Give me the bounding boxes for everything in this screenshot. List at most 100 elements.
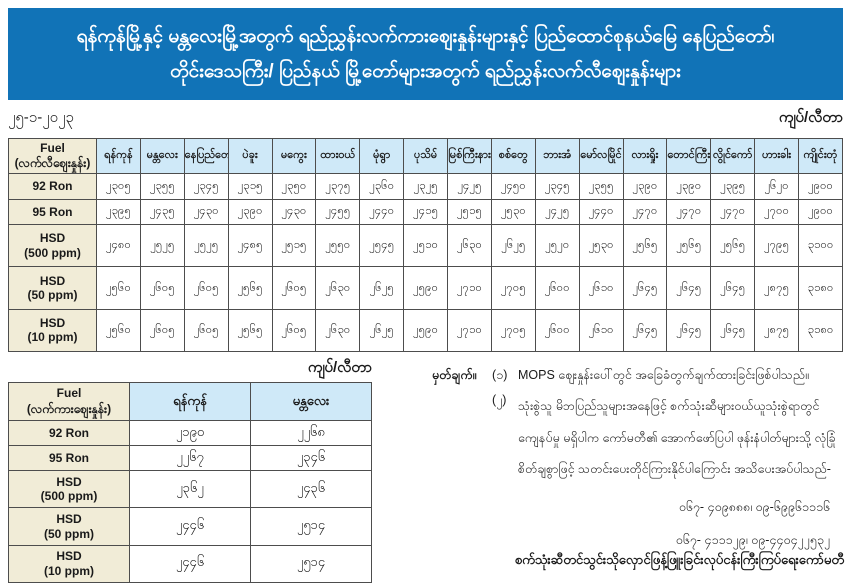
price-cell: ၂၄၈၅ (227, 224, 273, 268)
fuel-row-label: HSD (10 ppm) (8, 308, 97, 353)
price-cell: ၂၄၇၀ (622, 198, 668, 226)
price-cell: ၂၅၄၅ (359, 224, 405, 268)
price-cell: ၂၃၁၅ (227, 173, 273, 200)
wholesale-price-table: Fuel (လက်ကားဈေးနှုန်း) ရန်ကုန် မန္တလေး 92 Ro… (8, 381, 372, 584)
phone-line-1: ၀၆၇- ၄၀၉၈၈၈၊ ၀၉-၆၉၉၆၁၁၁၆ (678, 500, 830, 515)
price-cell: ၂၄၂၅ (447, 173, 492, 200)
city-column-header: လားရှိုး (622, 138, 668, 174)
note-1-number: (၁) (492, 368, 508, 382)
city-column-header: မြစ်ကြီးနား (447, 138, 492, 174)
price-cell: ၂၃၄၅ (183, 173, 229, 200)
price-cell: ၂၆၄၅ (710, 266, 756, 310)
fuel-row-label: 95 Ron (8, 198, 97, 226)
price-cell: ၂၆၀၅ (139, 266, 185, 310)
price-cell: ၂၄၄၆ (129, 507, 251, 546)
fuel-row-label: HSD (500 ppm) (8, 224, 97, 268)
fuel-price-row: HSD (10 ppm) ၂၅၆၀ ၂၆၀၅ ၂၆၀၅ ၂၅၆၅ ၂၆၀၅ ၂၆၃၀ ၂၆၂၅၂… (8, 308, 843, 353)
price-cell: ၂၃၅၀ (271, 173, 317, 200)
city-column-header: မကွေး (271, 138, 317, 174)
committee-name: စက်သုံးဆီတင်သွင်းသိုလှောင်ဖြန့်ဖြူးခြင်း… (514, 552, 844, 567)
price-cell: ၂၄၃၆ (250, 470, 372, 509)
city-column-header: ပုသိမ် (403, 138, 448, 174)
price-cell: ၂၄၄၀ (578, 198, 624, 226)
fuel-price-row: 95 Ron ၂၃၉၅ ၂၄၃၅ ၂၄၃၀ ၂၃၉၀ ၂၄၃၀ ၂၄၅၅ ၂၄၄၀ ၂၄၁၅ ၂၅… (8, 198, 843, 226)
title-line-1: ရန်ကုန်မြို့နှင့် မန္တလေးမြို့အတွက် ရည်ည… (76, 25, 775, 47)
fuel-grade: (10 ppm) (27, 330, 78, 345)
city-column-header: ကျိုင်းတုံ (798, 138, 843, 174)
fuel-row-label: 92 Ron (8, 420, 130, 447)
note-label: မှတ်ချက်။ (432, 368, 477, 382)
fuel-price-row: 92 Ron ၂၁၉၀ ၂၂၆၈ (8, 420, 372, 447)
price-cell: ၂၉၀၀ (798, 173, 843, 200)
price-cell: ၂၆၄၅ (622, 266, 668, 310)
price-cell: ၂၈၇၅ (754, 308, 799, 353)
retail-price-table: Fuel (လက်လီဈေးနှုန်း) ရန်ကုန် မန္တလေး နေပြည်… (8, 138, 843, 353)
header-row: Fuel (လက်လီဈေးနှုန်း) ရန်ကုန် မန္တလေး နေပြည်… (8, 138, 843, 174)
table-body: 92 Ron ၂၃၀၅ ၂၃၅၅ ၂၃၄၅ ၂၃၁၅ ၂၃၅၀ ၂၃၇၅ ၂၃၆၀ ၂၃၂၅ ၂၄… (8, 173, 843, 353)
price-cell: ၂၅၂၀ (534, 224, 580, 268)
price-cell: ၂၃၄၆ (250, 445, 372, 472)
price-cell: ၂၅၁၄ (250, 544, 372, 584)
price-cell: ၂၄၇၀ (666, 198, 712, 226)
price-cell: ၂၅၂၅ (139, 224, 185, 268)
price-cell: ၂၄၇၀ (710, 198, 756, 226)
price-cell: ၂၃၉၅ (710, 173, 756, 200)
city-column-header: နေပြည်တော် (183, 138, 229, 174)
price-cell: ၂၆၂၅ (359, 308, 405, 353)
price-cell: ၂၃၉၅ (96, 198, 141, 226)
price-cell: ၂၆၀၅ (183, 308, 229, 353)
price-cell: ၂၄၅၅ (315, 198, 361, 226)
date-label: ၂၅-၁-၂၀၂၃ (8, 109, 74, 126)
price-cell: ၂၅၁၄ (250, 507, 372, 546)
price-cell: ၂၆၀၅ (183, 266, 229, 310)
price-cell: ၂၁၉၀ (129, 420, 251, 447)
fuel-name: HSD (39, 273, 66, 288)
price-cell: ၂၃၇၅ (315, 173, 361, 200)
price-cell: ၂၅၆၅ (666, 224, 712, 268)
city-column-header: တောင်ကြီး (666, 138, 712, 174)
price-cell: ၂၅၉၀ (403, 308, 448, 353)
fuel-price-row: HSD (50 ppm) ၂၅၆၀ ၂၆၀၅ ၂၆၀၅ ၂၅၆၅ ၂၆၀၅ ၂၆၃၀ ၂၆၂၅၂… (8, 266, 843, 310)
fuel-row-label: HSD (50 ppm) (8, 507, 130, 546)
city-column-header: ပဲခူး (227, 138, 273, 174)
fuel-column-header: Fuel (လက်လီဈေးနှုန်း) (8, 138, 97, 174)
phone-line-2: ၀၆၇- ၄၁၁၁၂၉၊ ၀၉-၄၄၀၄၂၂၅၃၂ (675, 532, 830, 547)
price-cell: ၂၅၂၅ (183, 224, 229, 268)
price-cell: ၂၃၅၅ (139, 173, 185, 200)
city-column-header: မုံရွာ (359, 138, 405, 174)
fuel-name: 95 Ron (32, 204, 73, 219)
note-2-number: (၂) (492, 393, 507, 408)
price-cell: ၂၆၄၅ (710, 308, 756, 353)
fuel-name: 95 Ron (48, 451, 89, 466)
table-header: Fuel (လက်လီဈေးနှုန်း) ရန်ကုန် မန္တလေး နေပြည်… (8, 138, 843, 174)
city-column-header: လွိုင်ကော် (710, 138, 756, 174)
price-cell: ၂၅၆၅ (227, 266, 273, 310)
fuel-price-row: 95 Ron ၂၂၆၇ ၂၃၄၆ (8, 445, 372, 472)
fuel-price-row: 92 Ron ၂၃၀၅ ၂၃၅၅ ၂၃၄၅ ၂၃၁၅ ၂၃၅၀ ၂၃၇၅ ၂၃၆၀ ၂၃၂၅ ၂၄… (8, 173, 843, 200)
price-cell: ၂၅၆၅ (227, 308, 273, 353)
price-cell: ၂၇၁၀ (447, 266, 492, 310)
price-cell: ၂၃၄၅ (534, 173, 580, 200)
price-cell: ၂၆၁၀ (578, 308, 624, 353)
price-cell: ၂၆၄၅ (666, 308, 712, 353)
price-cell: ၂၇၁၀ (447, 308, 492, 353)
note-item-1: မှတ်ချက်။ (၁) MOPS ဈေးနှုန်းပေါ်တွင် အခြ… (432, 366, 844, 385)
city-column-header: စစ်တွေ (490, 138, 536, 174)
price-cell: ၂၅၆၅ (710, 224, 756, 268)
fuel-price-row: HSD (10 ppm) ၂၄၄၆ ၂၅၁၄ (8, 544, 372, 584)
city-column-header: မန္တလေး (250, 381, 372, 422)
price-cell: ၂၄၁၅ (403, 198, 448, 226)
price-cell: ၃၁၀၀ (798, 224, 843, 268)
price-cell: ၂၆၂၅ (359, 266, 405, 310)
fuel-price-row: HSD (500 ppm) ၂၃၆၂ ၂၄၃၆ (8, 470, 372, 509)
meta-row: ၂၅-၁-၂၀၂၃ ကျပ်/လီတာ (8, 106, 843, 130)
price-cell: ၂၅၆၀ (96, 308, 141, 353)
price-cell: ၂၆၂၅ (490, 224, 536, 268)
price-cell: ၂၅၆၀ (96, 266, 141, 310)
fuel-header-sub: (လက်ကားဈေးနှုန်း) (26, 401, 112, 416)
price-cell: ၂၃၆၀ (359, 173, 405, 200)
city-column-header: ဟားခါး (754, 138, 799, 174)
note-item-2: (၂) သုံးစွဲသူ မိဘပြည်သူများအနေဖြင့် စက်သ… (432, 391, 844, 485)
price-cell: ၂၇၀၀ (754, 198, 799, 226)
price-cell: ၂၆၂၀ (754, 173, 799, 200)
